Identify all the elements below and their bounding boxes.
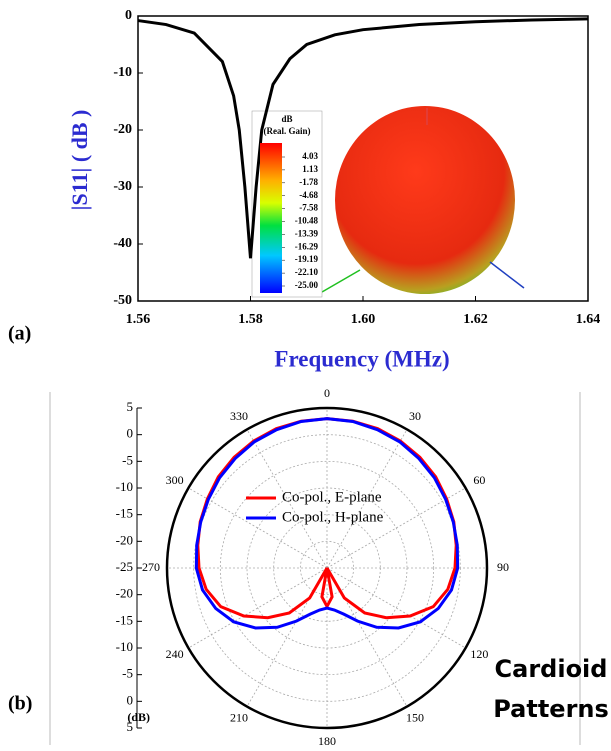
r-tick-label: -20 [116, 586, 133, 601]
r-tick-label: -10 [116, 639, 133, 654]
legend-label: Co-pol., E-plane [282, 489, 382, 505]
r-tick-label: -5 [122, 666, 133, 681]
colorbar-tick-label: -10.48 [295, 216, 319, 226]
r-tick-label: -25 [116, 559, 133, 574]
r-tick-label: 0 [127, 426, 134, 441]
colorbar-tick-label: 1.13 [302, 164, 318, 174]
r-tick-label: 0 [127, 692, 134, 707]
x-tick-label: 1.60 [351, 312, 376, 327]
y-axis-label: |S11| ( dB ) [67, 110, 92, 211]
grid-spoke [188, 568, 327, 648]
theta-tick-label: 300 [166, 473, 184, 487]
x-axis-label: Frequency (MHz) [274, 346, 449, 371]
colorbar-title: (Real. Gain) [264, 126, 311, 136]
r-tick-label: -10 [116, 479, 133, 494]
r-tick-label: 5 [127, 719, 134, 734]
y-tick-label: 0 [125, 8, 132, 23]
annotation: Patterns [493, 695, 609, 723]
colorbar-tick-label: -25.00 [295, 280, 319, 290]
theta-tick-label: 120 [470, 647, 488, 661]
y-tick-label: -20 [113, 122, 132, 137]
theta-tick-label: 60 [473, 473, 485, 487]
r-tick-label: -15 [116, 612, 133, 627]
panel-label: (a) [8, 323, 31, 345]
theta-tick-label: 30 [409, 409, 421, 423]
theta-tick-label: 240 [166, 647, 184, 661]
grid-spoke [327, 568, 466, 648]
theta-tick-label: 330 [230, 409, 248, 423]
theta-tick-label: 180 [318, 734, 336, 748]
x-tick-label: 1.56 [126, 312, 151, 327]
colorbar-tick-label: -22.10 [295, 267, 319, 277]
theta-tick-label: 0 [324, 386, 330, 400]
r-tick-label: 5 [127, 399, 134, 414]
x-tick-label: 1.64 [576, 312, 601, 327]
y-tick-label: -10 [113, 65, 132, 80]
colorbar-tick-label: -16.29 [295, 241, 319, 251]
theta-tick-label: 210 [230, 710, 248, 724]
theta-tick-label: 150 [406, 710, 424, 724]
panel-label: (b) [8, 693, 32, 715]
theta-tick-label: 270 [142, 560, 160, 574]
theta-tick-label: 90 [497, 560, 509, 574]
colorbar-tick-label: -19.19 [295, 254, 319, 264]
r-tick-label: -20 [116, 532, 133, 547]
colorbar-tick-label: -1.78 [299, 177, 318, 187]
colorbar-tick-label: -7.58 [299, 203, 318, 213]
colorbar-title: dB [281, 114, 292, 124]
y-tick-label: -50 [113, 293, 132, 308]
annotation: Cardioid [495, 655, 608, 683]
y-tick-label: -30 [113, 179, 132, 194]
x-tick-label: 1.58 [238, 312, 263, 327]
legend-label: Co-pol., H-plane [282, 509, 384, 525]
colorbar-tick-label: -4.68 [299, 190, 318, 200]
colorbar-scale [260, 143, 282, 293]
r-tick-label: -5 [122, 452, 133, 467]
r-tick-label: -15 [116, 506, 133, 521]
y-tick-label: -40 [113, 236, 132, 251]
colorbar-tick-label: 4.03 [302, 151, 318, 161]
figure: (a) Frequency (MHz) |S11| ( dB ) (b) (dB… [0, 0, 611, 751]
colorbar-tick-label: -13.39 [295, 228, 319, 238]
x-tick-label: 1.62 [463, 312, 488, 327]
